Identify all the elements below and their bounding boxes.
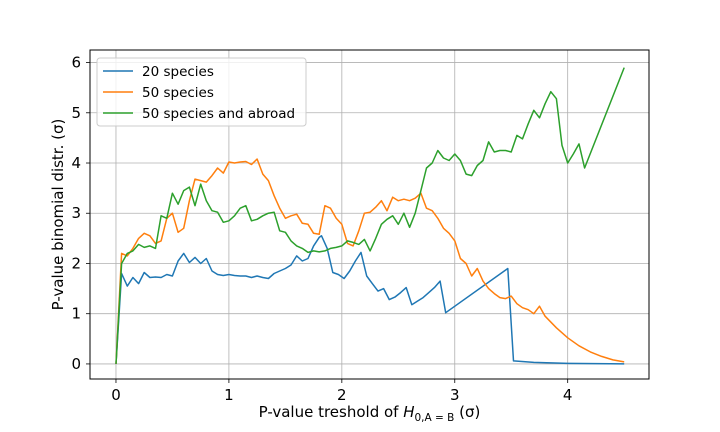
x-tick-label: 4 xyxy=(563,386,573,404)
x-tick-label: 0 xyxy=(111,386,121,404)
y-tick-label: 6 xyxy=(71,54,81,72)
y-axis-label: P-value binomial distr. (σ) xyxy=(49,119,67,311)
legend: 20 species 50 species 50 species and abroa… xyxy=(96,57,307,127)
y-tick-label: 2 xyxy=(71,254,81,272)
y-tick-label: 0 xyxy=(71,355,81,373)
plot-frame xyxy=(89,49,650,380)
series-lines xyxy=(115,67,625,365)
legend-label: 50 species and abroad xyxy=(142,106,295,122)
series-line-1 xyxy=(115,235,625,365)
y-tick-label: 1 xyxy=(71,305,81,323)
legend-label: 50 species xyxy=(142,85,214,101)
series-line-2 xyxy=(115,158,625,364)
x-tick-label: 3 xyxy=(450,386,460,404)
y-tick-label: 4 xyxy=(71,154,81,172)
x-tick-label: 2 xyxy=(337,386,347,404)
axis-ticks: 0 1 2 3 4 0 1 2 3 4 5 6 xyxy=(71,54,572,404)
y-tick-label: 3 xyxy=(71,204,81,222)
legend-label: 20 species xyxy=(142,64,214,80)
legend-box xyxy=(96,57,307,127)
x-axis-label: P-value treshold of H0,A = B (σ) xyxy=(259,403,481,424)
x-tick-label: 1 xyxy=(224,386,234,404)
y-tick-label: 5 xyxy=(71,104,81,122)
series-line-3 xyxy=(115,67,625,364)
